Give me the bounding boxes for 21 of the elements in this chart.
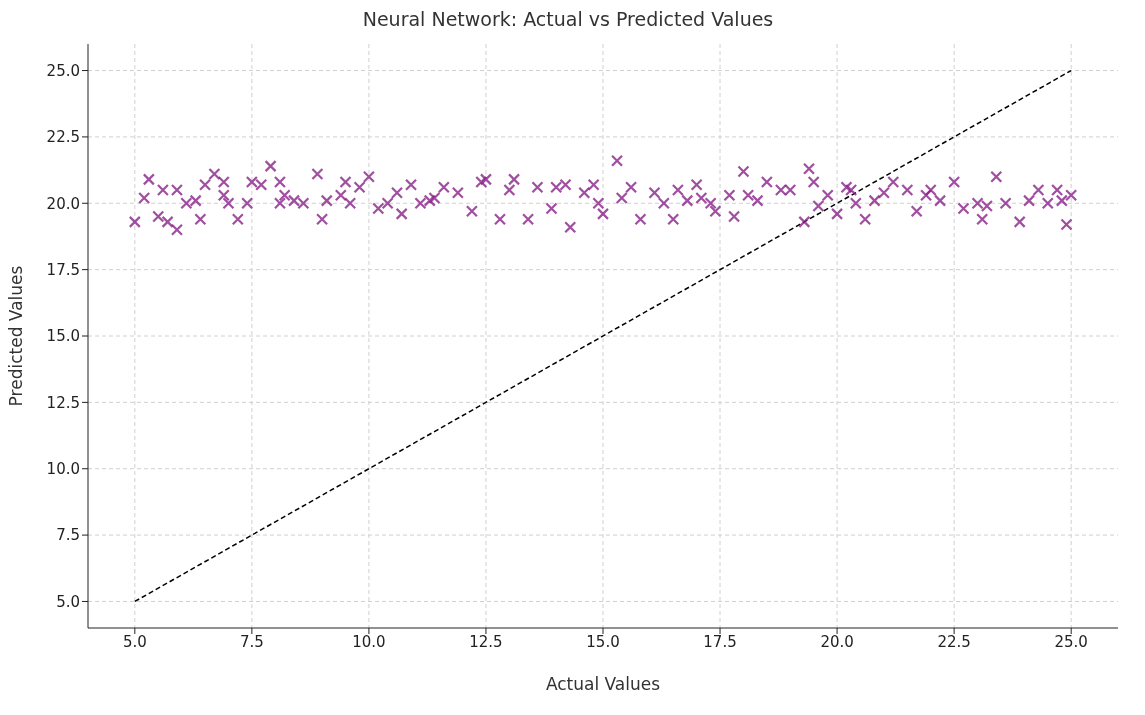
y-axis-title: Predicted Values xyxy=(6,265,27,407)
y-tick-label: 17.5 xyxy=(46,260,80,279)
x-tick-label: 22.5 xyxy=(937,632,971,651)
chart-title: Neural Network: Actual vs Predicted Values xyxy=(361,8,775,32)
x-tick-label: 20.0 xyxy=(820,632,854,651)
x-tick-label: 15.0 xyxy=(586,632,620,651)
x-axis-title: Actual Values xyxy=(545,674,661,694)
y-tick-label: 25.0 xyxy=(46,61,80,80)
x-tick-label: 7.5 xyxy=(239,632,264,651)
x-tick-label: 12.5 xyxy=(469,632,503,651)
y-tick-label: 5.0 xyxy=(56,592,80,611)
x-tick-label: 5.0 xyxy=(122,632,147,651)
y-tick-label: 7.5 xyxy=(56,526,80,545)
x-tick-label: 10.0 xyxy=(352,632,386,651)
y-tick-label: 15.0 xyxy=(46,327,80,346)
y-tick-label: 10.0 xyxy=(46,460,80,479)
y-tick-label: 12.5 xyxy=(46,393,80,412)
x-tick-label: 25.0 xyxy=(1054,632,1088,651)
y-tick-label: 20.0 xyxy=(46,194,80,213)
x-tick-label: 17.5 xyxy=(703,632,737,651)
y-tick-label: 22.5 xyxy=(46,128,80,147)
